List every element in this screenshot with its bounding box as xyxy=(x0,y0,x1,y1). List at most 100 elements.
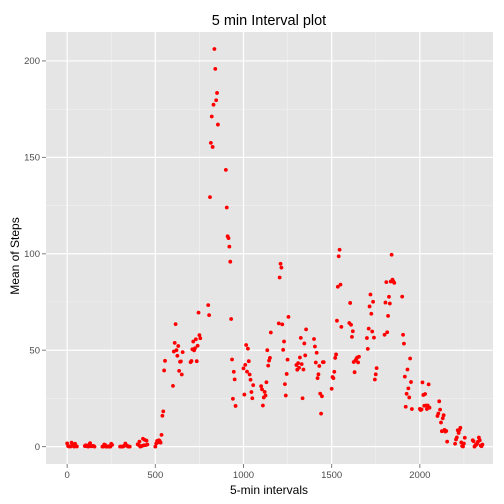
data-point xyxy=(263,393,268,398)
data-point xyxy=(277,275,282,280)
data-point xyxy=(392,281,397,285)
data-point xyxy=(298,335,303,340)
data-point xyxy=(207,313,212,318)
data-point xyxy=(215,91,219,95)
data-point xyxy=(401,332,405,337)
data-point xyxy=(262,389,267,394)
data-point xyxy=(194,359,199,364)
data-point xyxy=(244,343,249,347)
data-point xyxy=(389,252,394,257)
y-tick-label: 0 xyxy=(35,442,40,453)
data-point xyxy=(369,311,374,316)
data-point xyxy=(437,399,442,404)
data-point xyxy=(333,356,338,360)
data-point xyxy=(242,392,247,397)
data-point xyxy=(383,300,388,305)
data-point xyxy=(279,265,284,270)
data-point xyxy=(195,343,200,348)
data-point xyxy=(419,407,424,412)
data-point xyxy=(462,435,467,440)
data-point xyxy=(352,370,357,375)
data-point xyxy=(249,390,254,394)
data-point xyxy=(384,280,389,285)
data-point xyxy=(299,362,304,366)
data-point xyxy=(223,167,228,172)
data-point xyxy=(243,362,248,367)
data-point xyxy=(336,254,341,259)
data-point xyxy=(193,337,198,342)
data-point xyxy=(227,244,232,249)
data-point xyxy=(228,259,233,264)
data-point xyxy=(180,350,185,355)
data-point xyxy=(250,396,255,401)
data-point xyxy=(248,377,253,382)
data-point xyxy=(160,413,165,418)
data-point xyxy=(297,365,301,370)
data-point xyxy=(480,442,485,447)
data-point xyxy=(331,376,336,381)
data-point xyxy=(409,380,413,384)
data-point xyxy=(285,357,290,362)
data-point xyxy=(357,354,361,359)
data-point xyxy=(226,236,231,241)
data-point xyxy=(312,337,316,341)
data-point xyxy=(161,409,166,414)
data-point xyxy=(266,363,271,368)
data-point xyxy=(179,372,184,377)
data-point xyxy=(213,66,218,71)
data-point xyxy=(387,301,392,306)
data-point xyxy=(461,444,465,449)
data-point xyxy=(385,330,390,335)
data-point xyxy=(281,347,286,352)
data-point xyxy=(247,372,252,377)
data-point xyxy=(374,366,379,371)
data-point xyxy=(145,442,150,447)
data-point xyxy=(286,314,291,319)
data-point xyxy=(206,303,211,307)
data-point xyxy=(402,341,406,346)
data-point xyxy=(189,359,194,363)
data-point xyxy=(171,383,175,388)
data-point xyxy=(284,372,289,376)
data-point xyxy=(127,444,132,449)
data-point xyxy=(224,205,229,210)
x-tick-label: 500 xyxy=(147,470,163,481)
data-point xyxy=(174,348,179,353)
data-point xyxy=(208,195,212,199)
data-point xyxy=(88,441,92,446)
data-point xyxy=(158,440,163,445)
data-point xyxy=(282,339,286,344)
data-point xyxy=(304,327,308,332)
data-point xyxy=(409,407,414,411)
data-point xyxy=(368,292,373,297)
data-point xyxy=(231,369,236,374)
data-point xyxy=(440,416,445,421)
data-point xyxy=(178,359,183,364)
data-point xyxy=(298,355,302,360)
data-point xyxy=(407,395,412,400)
data-point xyxy=(387,294,391,299)
data-point xyxy=(477,438,482,443)
data-point xyxy=(338,282,343,287)
data-point xyxy=(241,366,246,371)
data-point xyxy=(260,403,265,408)
data-point xyxy=(230,357,234,362)
data-point xyxy=(301,367,306,372)
y-tick-label: 50 xyxy=(29,346,40,357)
data-point xyxy=(197,333,202,338)
data-point xyxy=(367,304,372,309)
y-tick-label: 100 xyxy=(24,249,40,260)
data-point xyxy=(427,405,432,410)
data-point xyxy=(453,441,457,446)
data-point xyxy=(406,386,411,391)
data-point xyxy=(153,444,158,449)
data-point xyxy=(318,391,323,396)
data-point xyxy=(371,299,375,304)
data-point xyxy=(335,284,340,289)
data-point xyxy=(458,425,463,430)
data-point xyxy=(441,413,446,418)
data-point xyxy=(300,396,305,401)
data-point xyxy=(144,438,149,443)
data-point xyxy=(214,98,219,103)
data-point xyxy=(229,317,234,321)
